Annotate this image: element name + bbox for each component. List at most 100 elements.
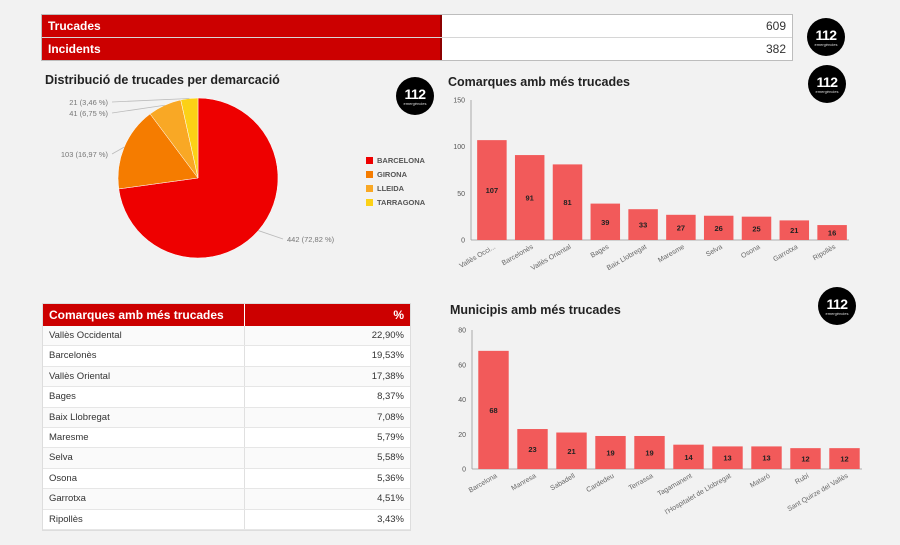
x-tick-label: Ripollès	[812, 243, 837, 262]
pie-chart: 442 (72,82 %) 103 (16,97 %) 41 (6,75 %) 21 …	[61, 97, 426, 259]
logo-112: 112 emergències	[807, 18, 845, 56]
y-tick-label: 80	[458, 328, 466, 335]
bar-value-label: 13	[723, 454, 731, 463]
bar-value-label: 33	[639, 221, 647, 230]
table-row: Osona 5,36%	[43, 468, 410, 490]
legend-label: LLEIDA	[377, 184, 405, 193]
summary-row-calls: Trucades 609	[42, 15, 792, 38]
bar	[552, 164, 583, 240]
row-percent: 5,58%	[377, 452, 404, 464]
x-tick-label: Terrassa	[628, 473, 655, 493]
bar-value-label: 91	[526, 194, 534, 203]
bar-value-label: 12	[840, 455, 848, 464]
bar-value-label: 23	[528, 445, 536, 454]
legend-swatch	[366, 171, 373, 178]
bar	[829, 448, 860, 469]
table-row: Garrotxa 4,51%	[43, 489, 410, 510]
x-tick-label: Rubí	[794, 473, 810, 486]
bar	[628, 209, 658, 240]
x-tick-label: Cardedeu	[585, 473, 615, 494]
bar-value-label: 21	[790, 226, 798, 235]
bar	[514, 155, 545, 240]
pie-data-label: 41 (6,75 %)	[69, 109, 108, 118]
y-tick-label: 20	[458, 432, 466, 439]
bar-chart-municipis: 0 20 40 60 80 68 Barcelona 23 Manresa 21 Sabadell 1…	[458, 328, 862, 517]
logo-number: 112	[826, 296, 848, 312]
bar-value-label: 19	[606, 448, 614, 457]
x-tick-label: Vallès Oriental	[530, 243, 573, 272]
pie-leader-line	[258, 230, 284, 240]
pie-slice-tarragona	[180, 97, 199, 179]
row-percent: 7,08%	[377, 411, 404, 423]
summary-label: Trucades	[42, 15, 442, 37]
table-header: Comarques amb més trucades %	[43, 304, 410, 326]
bar-value-label: 68	[489, 406, 497, 415]
y-tick-label: 0	[461, 238, 465, 245]
x-tick-label: Garrotxa	[772, 244, 799, 264]
legend-label: TARRAGONA	[377, 198, 426, 207]
legend-label: BARCELONA	[377, 156, 425, 165]
row-name: Barcelonès	[43, 346, 245, 366]
bar-value-label: 26	[715, 224, 723, 233]
row-percent: 5,79%	[377, 431, 404, 443]
bar-value-label: 25	[752, 224, 760, 233]
row-name: Ripollès	[43, 509, 245, 529]
row-name: Vallès Oriental	[43, 366, 245, 387]
row-name: Osona	[43, 468, 245, 489]
bar	[517, 429, 548, 469]
row-percent: 4,51%	[377, 493, 404, 505]
x-tick-label: Sabadell	[549, 472, 576, 492]
logo-number: 112	[816, 74, 838, 90]
bar	[595, 435, 626, 469]
bar	[556, 432, 587, 469]
row-name: Baix Llobregat	[43, 407, 245, 427]
bar	[779, 220, 810, 240]
x-tick-label: l'Hospitalet de Llobregat	[664, 473, 732, 517]
x-tick-label: Tagamanent	[657, 473, 694, 498]
bar	[666, 214, 696, 240]
x-tick-label: Bages	[590, 243, 611, 259]
bar	[477, 140, 507, 240]
row-percent: 3,43%	[377, 513, 404, 525]
y-tick-label: 100	[453, 144, 465, 151]
y-tick-label: 0	[462, 467, 466, 474]
x-tick-label: Osona	[740, 244, 761, 260]
bar-value-label: 19	[645, 448, 653, 457]
logo-number: 112	[404, 86, 426, 102]
bar-chart-comarques-title: Comarques amb més trucades	[448, 75, 631, 89]
summary-table: Trucades 609 Incidents 382	[41, 14, 793, 61]
pie-chart-title: Distribució de trucades per demarcació	[45, 73, 280, 87]
row-percent: 22,90%	[371, 330, 404, 341]
summary-row-incidents: Incidents 382	[42, 38, 792, 60]
bar	[751, 446, 782, 469]
bar-value-label: 21	[567, 447, 575, 456]
y-tick-label: 50	[457, 191, 465, 198]
bar	[703, 215, 734, 240]
x-tick-label: Maresme	[657, 244, 686, 265]
comarques-percent-table: Comarques amb més trucades % Vallès Occi…	[42, 303, 411, 531]
legend-label: GIRONA	[377, 170, 408, 179]
y-tick-label: 150	[453, 98, 465, 105]
row-name: Maresme	[43, 427, 245, 448]
bar-value-label: 14	[684, 453, 693, 462]
table-row: Baix Llobregat 7,08%	[43, 407, 410, 428]
bar-value-label: 13	[762, 454, 770, 463]
bar	[634, 435, 665, 469]
bar-chart-comarques: 0 50 100 150 107 Vallès Occi... 91 Barcelonès 81…	[453, 98, 849, 272]
row-name: Selva	[43, 448, 245, 468]
row-percent: 19,53%	[371, 350, 404, 362]
table-row: Selva 5,58%	[43, 448, 410, 469]
y-tick-label: 60	[458, 362, 466, 369]
bar	[817, 225, 847, 240]
table-row: Bages 8,37%	[43, 387, 410, 408]
bar-value-label: 27	[677, 223, 685, 232]
pie-data-label: 103 (16,97 %)	[61, 150, 109, 159]
logo-number: 112	[815, 27, 837, 43]
x-tick-label: Barcelona	[468, 473, 499, 495]
bar-value-label: 107	[486, 186, 499, 195]
logo-subtitle: emergències	[403, 101, 427, 106]
pie-data-label: 21 (3,46 %)	[69, 98, 108, 107]
x-tick-label: Barcelonès	[501, 243, 535, 267]
bar	[790, 448, 821, 469]
table-row: Ripollès 3,43%	[43, 509, 410, 530]
